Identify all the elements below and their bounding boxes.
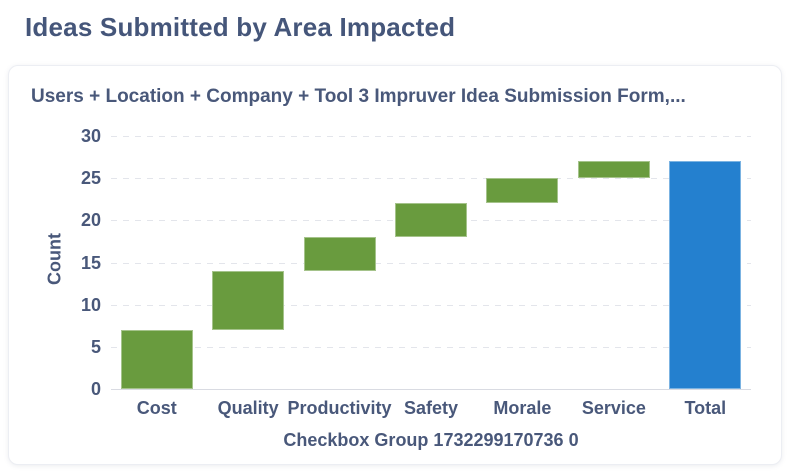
x-axis-title: Checkbox Group 1732299170736 0: [283, 430, 579, 450]
chart-card: Users + Location + Company + Tool 3 Impr…: [8, 65, 782, 465]
y-tick-label-0: 0: [90, 379, 101, 399]
x-category-label-productivity: Productivity: [287, 398, 392, 418]
y-tick-label-15: 15: [80, 252, 101, 273]
bar-segment-morale[interactable]: [486, 178, 559, 204]
y-tick-label-30: 30: [80, 126, 101, 146]
bar-segment-productivity[interactable]: [303, 237, 376, 271]
y-tick-label-25: 25: [80, 168, 101, 189]
x-category-label-total: Total: [684, 398, 727, 418]
x-category-label-cost: Cost: [136, 398, 177, 418]
x-category-label-morale: Morale: [493, 398, 552, 418]
gridline-y-10: [111, 304, 751, 306]
gridline-y-30: [111, 136, 751, 137]
y-tick-label-5: 5: [90, 336, 101, 357]
bar-segment-service[interactable]: [577, 161, 650, 179]
bar-segment-safety[interactable]: [395, 203, 467, 238]
bar-segment-total[interactable]: [669, 161, 742, 389]
bar-segment-quality[interactable]: [212, 270, 285, 330]
x-category-label-quality: Quality: [217, 398, 279, 418]
y-tick-label-20: 20: [80, 210, 101, 231]
y-tick-label-10: 10: [80, 294, 101, 315]
x-category-label-service: Service: [581, 398, 646, 418]
gridline-y-25: [111, 178, 751, 180]
plot-area: [111, 136, 751, 390]
bar-segment-cost[interactable]: [120, 329, 193, 389]
gridline-y-5: [111, 346, 751, 348]
gridline-y-15: [111, 262, 751, 264]
x-category-label-safety: Safety: [403, 398, 459, 418]
page-title: Ideas Submitted by Area Impacted: [25, 12, 456, 42]
waterfall-chart: Users + Location + Company + Tool 3 Impr…: [9, 66, 781, 464]
chart-subtitle: Users + Location + Company + Tool 3 Impr…: [31, 86, 686, 107]
